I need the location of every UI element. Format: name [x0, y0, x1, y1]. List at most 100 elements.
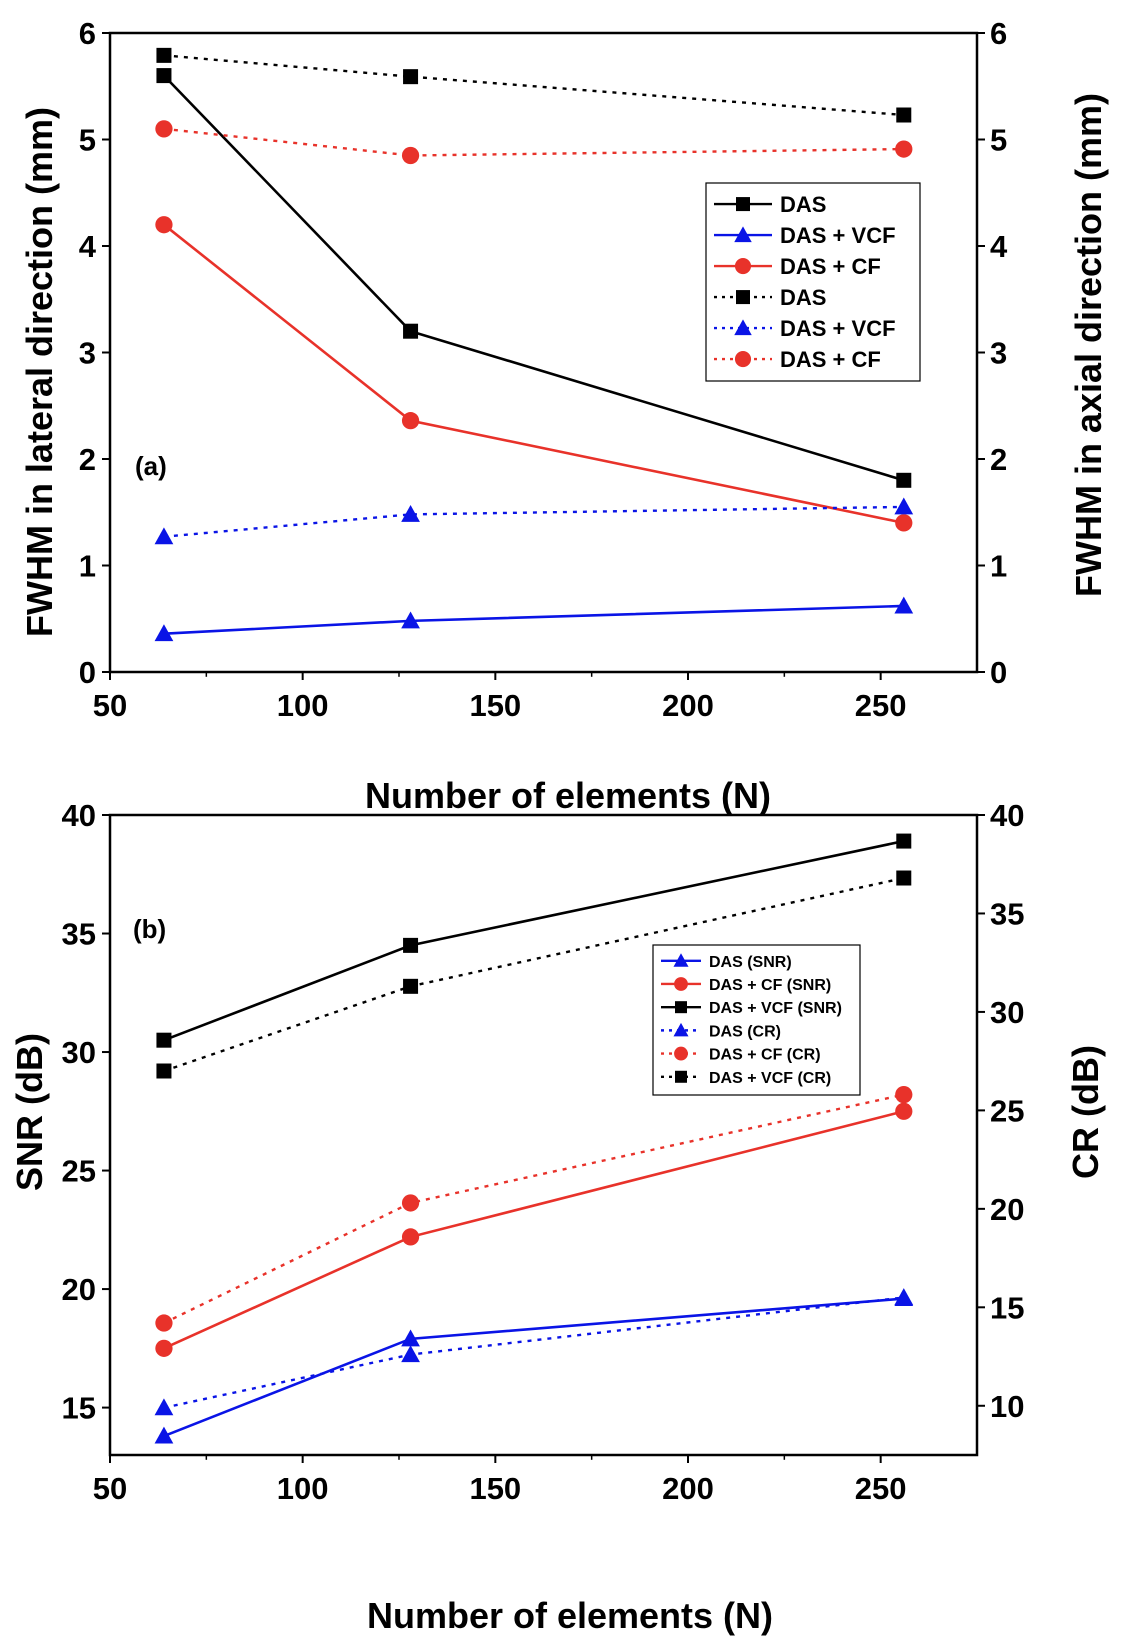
data-point-triangle [154, 527, 174, 545]
series-line [163, 1093, 905, 1325]
legend-label: DAS + CF [780, 254, 881, 279]
x-tick-label: 150 [469, 688, 521, 723]
x-tick-label: 50 [93, 688, 127, 723]
panel-a-series [154, 47, 914, 642]
right-y-tick-label: 3 [990, 336, 1007, 371]
legend-label: DAS (SNR) [709, 954, 792, 971]
data-point-square [403, 937, 419, 953]
right-y-tick-label: 6 [990, 16, 1007, 51]
panel-b-label: (b) [133, 914, 166, 944]
data-point-square [896, 870, 912, 886]
left-y-tick-label: 4 [79, 229, 97, 264]
data-point-square [403, 978, 419, 994]
data-point-square [896, 833, 912, 849]
panel-a-ticks: 50 100 150 200 250 0 1 2 3 4 5 6 0 1 2 3 4 5 6 [79, 16, 1008, 723]
right-y-tick-label: 2 [990, 442, 1007, 477]
panel-b-legend: DAS (SNR) DAS + CF (SNR) DAS + VCF (SNR) DA… [652, 944, 861, 1096]
right-y-tick-label: 30 [990, 995, 1024, 1030]
data-point-circle [401, 412, 420, 430]
legend-label: DAS + CF [780, 347, 881, 372]
left-y-tick-label: 30 [62, 1035, 96, 1070]
legend-marker-square [736, 197, 750, 212]
right-y-tick-label: 1 [990, 549, 1007, 584]
legend-label: DAS + VCF [780, 316, 896, 341]
left-y-tick-label: 3 [79, 336, 96, 371]
legend-marker-triangle [673, 1022, 689, 1037]
legend-marker-square [675, 1070, 687, 1083]
right-y-tick-label: 5 [990, 123, 1007, 158]
x-tick-label: 100 [277, 688, 329, 723]
data-point-circle [401, 1194, 420, 1212]
left-y-tick-label: 25 [62, 1154, 96, 1189]
left-y-tick-label: 1 [79, 549, 96, 584]
right-y-tick-label: 4 [990, 229, 1008, 264]
panel-b-x-axis-label: Number of elements (N) [367, 1595, 773, 1636]
data-point-square [403, 323, 419, 339]
legend-marker-square [675, 1001, 687, 1014]
right-y-tick-label: 10 [990, 1389, 1024, 1424]
data-point-circle [895, 514, 913, 532]
x-tick-label: 200 [662, 1471, 714, 1506]
data-point-triangle [894, 596, 914, 614]
legend-box [652, 944, 861, 1096]
data-point-triangle [154, 1398, 174, 1416]
legend-marker-circle [734, 258, 752, 275]
panel-a-plot-frame [108, 31, 979, 674]
panel-a-legend: DAS DAS + VCF DAS + CF DAS DAS + VCF DAS + CF [705, 182, 921, 382]
data-point-square [156, 68, 172, 84]
x-tick-label: 250 [855, 1471, 907, 1506]
legend-label: DAS + CF (CR) [709, 1047, 821, 1064]
series-line [163, 505, 904, 538]
left-y-tick-label: 35 [62, 917, 96, 952]
x-tick-label: 200 [662, 688, 714, 723]
data-point-triangle [154, 624, 174, 642]
legend-marker-triangle [673, 953, 689, 967]
data-point-square [896, 107, 912, 123]
data-point-circle [155, 1314, 173, 1332]
panel-b-left-y-axis-label: SNR (dB) [9, 1033, 50, 1191]
right-y-tick-label: 35 [990, 896, 1024, 931]
legend-marker-square [736, 290, 750, 305]
panel-b: 50 100 150 200 250 15 20 25 30 35 40 10 15 20 25 30 35 40… [9, 798, 1106, 1636]
legend-label: DAS [780, 285, 826, 310]
data-point-circle [155, 120, 173, 138]
left-y-tick-label: 5 [79, 123, 96, 158]
data-point-circle [895, 140, 913, 158]
data-point-triangle [401, 611, 420, 629]
right-y-tick-label: 25 [990, 1093, 1024, 1128]
right-y-tick-label: 15 [990, 1290, 1024, 1325]
right-y-tick-label: 40 [990, 798, 1024, 833]
x-tick-label: 250 [855, 688, 907, 723]
right-y-tick-label: 20 [990, 1192, 1024, 1227]
panel-a: 50 100 150 200 250 0 1 2 3 4 5 6 0 1 2 3 4 5 6 (a) Number … [19, 16, 1109, 816]
data-point-triangle [401, 1345, 420, 1363]
data-point-circle [401, 1228, 420, 1246]
legend-marker-circle [674, 977, 688, 991]
panel-b-plot-frame [108, 813, 979, 1457]
legend-label: DAS (CR) [709, 1023, 781, 1040]
legend-box [705, 182, 921, 382]
data-point-triangle [401, 1329, 420, 1347]
panel-a-left-y-axis-label: FWHM in lateral direction (mm) [19, 107, 60, 637]
x-tick-label: 100 [277, 1471, 329, 1506]
data-point-square [403, 69, 419, 85]
legend-label: DAS + VCF (SNR) [709, 1000, 842, 1017]
data-point-triangle [894, 1288, 914, 1305]
right-y-tick-label: 0 [990, 655, 1007, 690]
panel-b-ticks: 50 100 150 200 250 15 20 25 30 35 40 10 15 20 25 30 35 40 [62, 798, 1025, 1506]
legend-marker-circle [734, 351, 752, 368]
data-point-circle [155, 216, 173, 234]
left-y-tick-label: 0 [79, 655, 96, 690]
data-point-square [156, 1032, 172, 1048]
left-y-tick-label: 2 [79, 442, 96, 477]
x-tick-label: 150 [469, 1471, 521, 1506]
data-point-triangle [894, 497, 914, 515]
panel-b-right-y-axis-label: CR (dB) [1065, 1045, 1106, 1179]
left-y-tick-label: 20 [62, 1272, 96, 1307]
legend-label: DAS + VCF (CR) [709, 1070, 831, 1087]
legend-marker-triangle [734, 319, 752, 336]
panel-b-series [154, 833, 914, 1444]
data-point-circle [155, 1339, 173, 1357]
data-point-circle [895, 1086, 913, 1104]
